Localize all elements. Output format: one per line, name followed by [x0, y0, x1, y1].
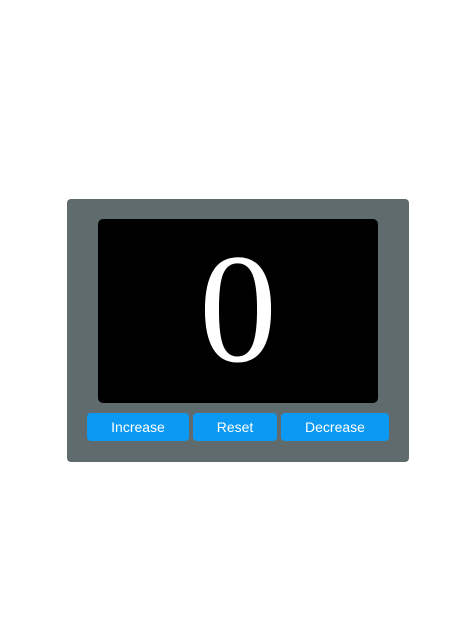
counter-value: 0 — [199, 222, 277, 395]
reset-button[interactable]: Reset — [193, 413, 277, 441]
decrease-button[interactable]: Decrease — [281, 413, 389, 441]
counter-display: 0 — [98, 219, 378, 403]
counter-controls: Increase Reset Decrease — [87, 413, 389, 441]
increase-button[interactable]: Increase — [87, 413, 189, 441]
counter-card: 0 Increase Reset Decrease — [67, 199, 409, 462]
